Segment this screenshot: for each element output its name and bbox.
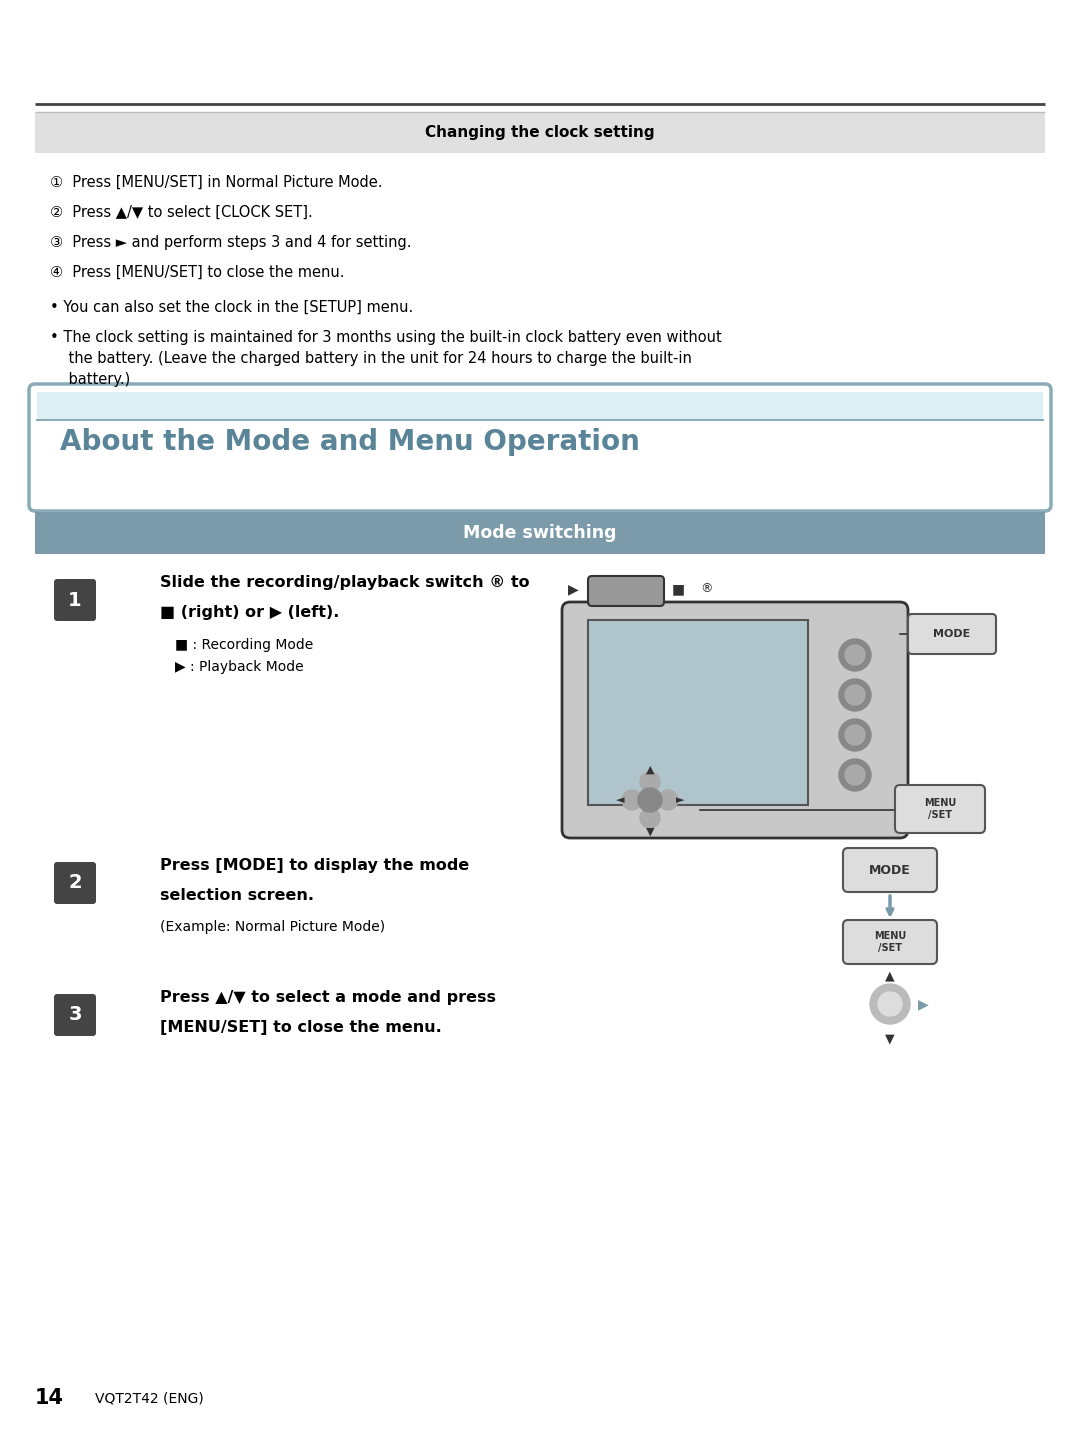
- Text: MENU
/SET: MENU /SET: [923, 798, 956, 820]
- Text: • You can also set the clock in the [SETUP] menu.: • You can also set the clock in the [SET…: [50, 300, 414, 314]
- Text: ③  Press ► and perform steps 3 and 4 for setting.: ③ Press ► and perform steps 3 and 4 for …: [50, 235, 411, 251]
- Text: selection screen.: selection screen.: [160, 888, 314, 903]
- Text: 3: 3: [68, 1006, 82, 1024]
- Text: ▲: ▲: [646, 765, 654, 775]
- Circle shape: [640, 809, 660, 827]
- Circle shape: [870, 984, 910, 1024]
- Text: ►: ►: [676, 796, 685, 806]
- FancyBboxPatch shape: [908, 614, 996, 653]
- FancyBboxPatch shape: [588, 577, 664, 606]
- Circle shape: [839, 639, 870, 671]
- Circle shape: [845, 765, 865, 785]
- Text: [MENU/SET] to close the menu.: [MENU/SET] to close the menu.: [160, 1020, 442, 1035]
- Bar: [37, 393, 1043, 420]
- Text: About the Mode and Menu Operation: About the Mode and Menu Operation: [60, 427, 639, 456]
- Bar: [35, 113, 1045, 154]
- Circle shape: [845, 724, 865, 745]
- Text: ®: ®: [700, 582, 713, 596]
- Text: VQT2T42 (ENG): VQT2T42 (ENG): [95, 1392, 204, 1406]
- Text: Press [MODE] to display the mode: Press [MODE] to display the mode: [160, 858, 469, 872]
- FancyBboxPatch shape: [54, 862, 96, 904]
- Text: ■: ■: [672, 582, 685, 596]
- Text: MODE: MODE: [933, 629, 971, 639]
- Text: 2: 2: [68, 874, 82, 893]
- Text: ■ : Recording Mode: ■ : Recording Mode: [175, 638, 313, 652]
- Text: ④  Press [MENU/SET] to close the menu.: ④ Press [MENU/SET] to close the menu.: [50, 265, 345, 280]
- FancyBboxPatch shape: [843, 920, 937, 964]
- Circle shape: [839, 719, 870, 751]
- Text: ▲: ▲: [886, 969, 895, 982]
- Text: MENU
/SET: MENU /SET: [874, 932, 906, 953]
- FancyBboxPatch shape: [895, 785, 985, 833]
- Text: 1: 1: [68, 591, 82, 610]
- Text: ▶: ▶: [568, 582, 579, 596]
- Circle shape: [640, 772, 660, 793]
- Text: ▶: ▶: [918, 997, 929, 1011]
- Text: ■ (right) or ▶ (left).: ■ (right) or ▶ (left).: [160, 606, 339, 620]
- Text: ②  Press ▲/▼ to select [CLOCK SET].: ② Press ▲/▼ to select [CLOCK SET].: [50, 204, 313, 220]
- Text: ◄: ◄: [616, 796, 624, 806]
- FancyBboxPatch shape: [562, 601, 908, 838]
- Circle shape: [622, 790, 642, 810]
- Text: • The clock setting is maintained for 3 months using the built-in clock battery : • The clock setting is maintained for 3 …: [50, 330, 721, 387]
- Text: Mode switching: Mode switching: [463, 525, 617, 542]
- Text: Press ▲/▼ to select a mode and press: Press ▲/▼ to select a mode and press: [160, 990, 496, 1006]
- Bar: [35, 511, 1045, 554]
- Text: (Example: Normal Picture Mode): (Example: Normal Picture Mode): [160, 920, 386, 935]
- Bar: [588, 620, 808, 806]
- Text: ▶ : Playback Mode: ▶ : Playback Mode: [175, 659, 303, 674]
- Circle shape: [878, 993, 902, 1016]
- Circle shape: [638, 788, 662, 811]
- Circle shape: [658, 790, 678, 810]
- Text: Slide the recording/playback switch ® to: Slide the recording/playback switch ® to: [160, 575, 529, 590]
- Text: MODE: MODE: [869, 864, 910, 877]
- Text: Changing the clock setting: Changing the clock setting: [426, 126, 654, 141]
- Circle shape: [839, 680, 870, 711]
- Circle shape: [839, 759, 870, 791]
- Text: ▼: ▼: [886, 1032, 895, 1045]
- FancyBboxPatch shape: [29, 384, 1051, 511]
- FancyBboxPatch shape: [54, 994, 96, 1036]
- Text: 14: 14: [35, 1388, 64, 1408]
- Text: ▼: ▼: [646, 827, 654, 838]
- Circle shape: [845, 685, 865, 706]
- Circle shape: [845, 645, 865, 665]
- FancyBboxPatch shape: [54, 580, 96, 622]
- FancyBboxPatch shape: [843, 848, 937, 893]
- Text: ①  Press [MENU/SET] in Normal Picture Mode.: ① Press [MENU/SET] in Normal Picture Mod…: [50, 175, 382, 190]
